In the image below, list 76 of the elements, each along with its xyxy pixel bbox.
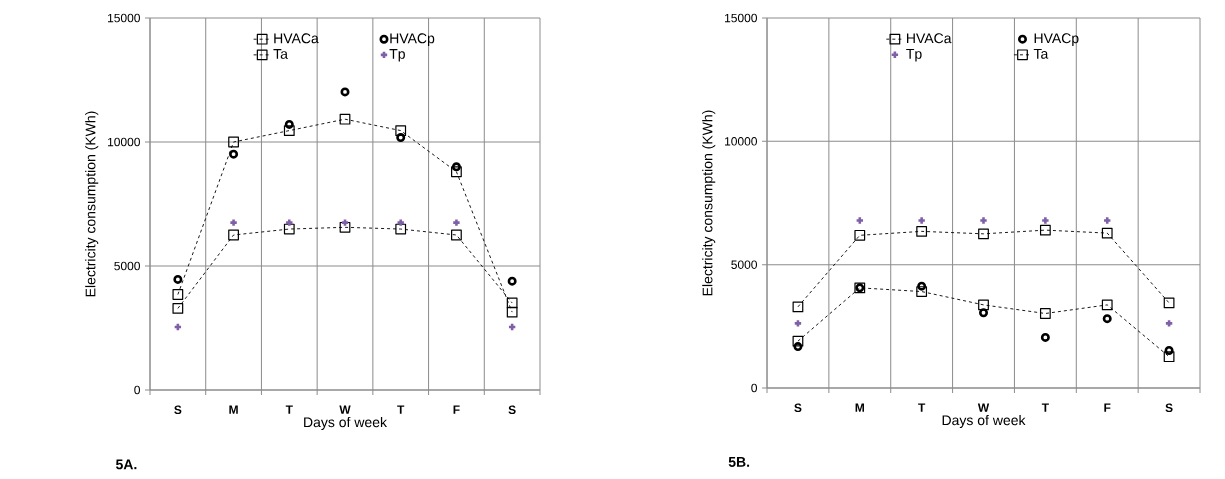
point <box>507 276 517 286</box>
x-tick-label: M <box>229 405 238 414</box>
x-axis-title: Days of week <box>942 414 1026 428</box>
point <box>792 335 804 347</box>
x-axis-title: Days of week <box>304 416 388 430</box>
point <box>228 229 239 241</box>
point <box>339 113 351 125</box>
point <box>1164 346 1174 356</box>
x-tick-label: S <box>1165 403 1173 413</box>
point <box>340 87 350 97</box>
text: 5A. <box>115 459 137 470</box>
x-tick-label: F <box>453 405 460 414</box>
x-tick-label: S <box>174 405 182 415</box>
x-tick-label: T <box>1041 403 1049 412</box>
legend-label: HVACp <box>1034 33 1079 46</box>
point <box>451 166 462 178</box>
point <box>506 306 518 318</box>
legend-label: Tp <box>906 49 922 62</box>
point <box>1039 308 1051 319</box>
legend-label: Tp <box>389 49 405 62</box>
point <box>396 133 406 143</box>
point <box>283 125 295 136</box>
point <box>793 342 803 352</box>
point <box>395 125 407 136</box>
legend-label: Ta <box>1033 49 1049 59</box>
x-tick-label: S <box>794 403 802 413</box>
y-tick-label: 10000 <box>108 137 140 147</box>
x-tick-label: T <box>397 405 405 414</box>
y-axis-title: Electricity consumption (KWh) <box>85 111 99 297</box>
point <box>1102 314 1112 324</box>
point <box>172 303 184 314</box>
y-tick-label: 0 <box>751 383 758 393</box>
point <box>228 136 239 148</box>
point <box>792 301 804 313</box>
point <box>916 225 928 237</box>
legend-label: HVACa <box>274 33 319 44</box>
y-tick-label: 15000 <box>108 13 140 23</box>
point <box>451 162 461 172</box>
point <box>916 286 928 297</box>
point <box>1039 224 1051 236</box>
x-tick-label: T <box>285 405 293 414</box>
x-tick-label: M <box>855 403 864 412</box>
x-tick-label: W <box>977 403 990 412</box>
y-tick-label: 5000 <box>114 261 140 271</box>
point <box>339 221 351 233</box>
legend-label: HVACa <box>907 33 952 44</box>
point <box>979 308 989 318</box>
legend-label: Ta <box>273 49 288 59</box>
point <box>1163 297 1175 309</box>
y-tick-label: 10000 <box>725 137 758 146</box>
y-axis-title: Electricity consumption (KWh) <box>702 110 716 296</box>
point <box>229 149 239 159</box>
y-tick-label: 5000 <box>731 260 758 269</box>
y-tick-label: 15000 <box>725 13 758 23</box>
point <box>1040 332 1050 342</box>
x-tick-label: S <box>508 405 516 415</box>
point <box>1163 351 1175 363</box>
point <box>172 289 184 300</box>
point <box>284 119 294 129</box>
x-tick-label: T <box>918 403 926 412</box>
y-tick-label: 0 <box>134 385 141 395</box>
point <box>173 274 183 284</box>
point <box>1101 299 1113 311</box>
text: 5B. <box>728 457 750 467</box>
point <box>854 229 866 241</box>
point <box>978 228 989 240</box>
point <box>506 297 518 309</box>
legend-label: HVACp <box>390 33 435 47</box>
point <box>283 223 295 235</box>
x-tick-label: F <box>1104 403 1111 412</box>
point <box>451 229 462 241</box>
x-tick-label: W <box>339 405 351 414</box>
point <box>917 281 927 291</box>
point <box>1101 227 1113 239</box>
point <box>395 223 407 235</box>
point <box>978 299 989 311</box>
